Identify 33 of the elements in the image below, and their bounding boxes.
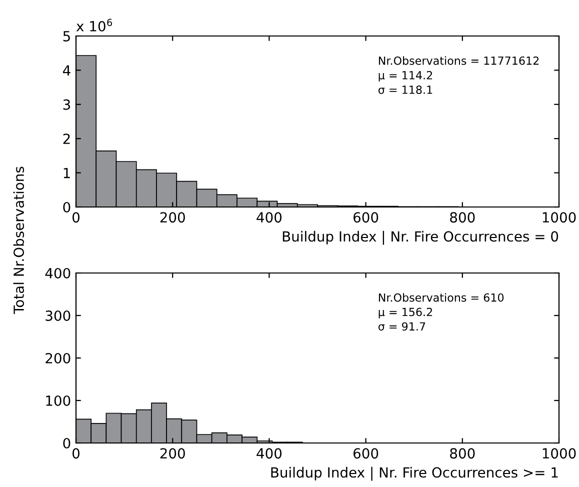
annotation: μ = 156.2 (378, 308, 432, 318)
x-tick-label: 200 (160, 212, 185, 223)
x-tick-label: 600 (354, 212, 378, 223)
x-tick-label: 1000 (542, 448, 576, 459)
x-tick-label: 400 (256, 448, 282, 459)
y-tick-label: 2 (63, 134, 70, 144)
x-tick-label: 1000 (542, 212, 576, 223)
y-tick-label: 5 (63, 31, 70, 42)
x-axis-title: Buildup Index | Nr. Fire Occurrences = 0 (282, 230, 558, 245)
x-tick-label: 400 (256, 212, 282, 223)
y-tick-label: 100 (46, 395, 70, 406)
x-tick-label: 600 (354, 448, 378, 459)
y-axis-title: Total Nr.Observations (13, 166, 24, 314)
annotation: Nr.Observations = 11771612 (378, 56, 539, 65)
x-tick-label: 800 (450, 212, 475, 223)
y-tick-label: 300 (46, 310, 70, 321)
y-tick-label: 400 (45, 268, 70, 278)
y-tick-label: 0 (63, 202, 70, 212)
x-tick-label: 0 (72, 448, 80, 459)
y-tick-label: 0 (63, 438, 70, 448)
x-tick-label: 0 (72, 212, 80, 223)
x-tick-label: 800 (450, 448, 475, 459)
annotation: σ = 118.1 (378, 86, 432, 94)
text: x 10$^{6}$ (76, 18, 112, 32)
y-tick-label: 3 (63, 99, 70, 110)
annotation: σ = 91.7 (378, 322, 426, 331)
y-tick-label: 4 (62, 65, 70, 76)
y-tick-label: 1 (64, 168, 70, 178)
y-tick-label: 200 (46, 352, 70, 364)
annotation: μ = 114.2 (378, 71, 432, 82)
annotation: Nr.Observations = 610 (378, 293, 504, 302)
x-axis-title: Buildup Index | Nr. Fire Occurrences >= 1 (271, 466, 558, 481)
x-tick-label: 200 (160, 448, 185, 459)
